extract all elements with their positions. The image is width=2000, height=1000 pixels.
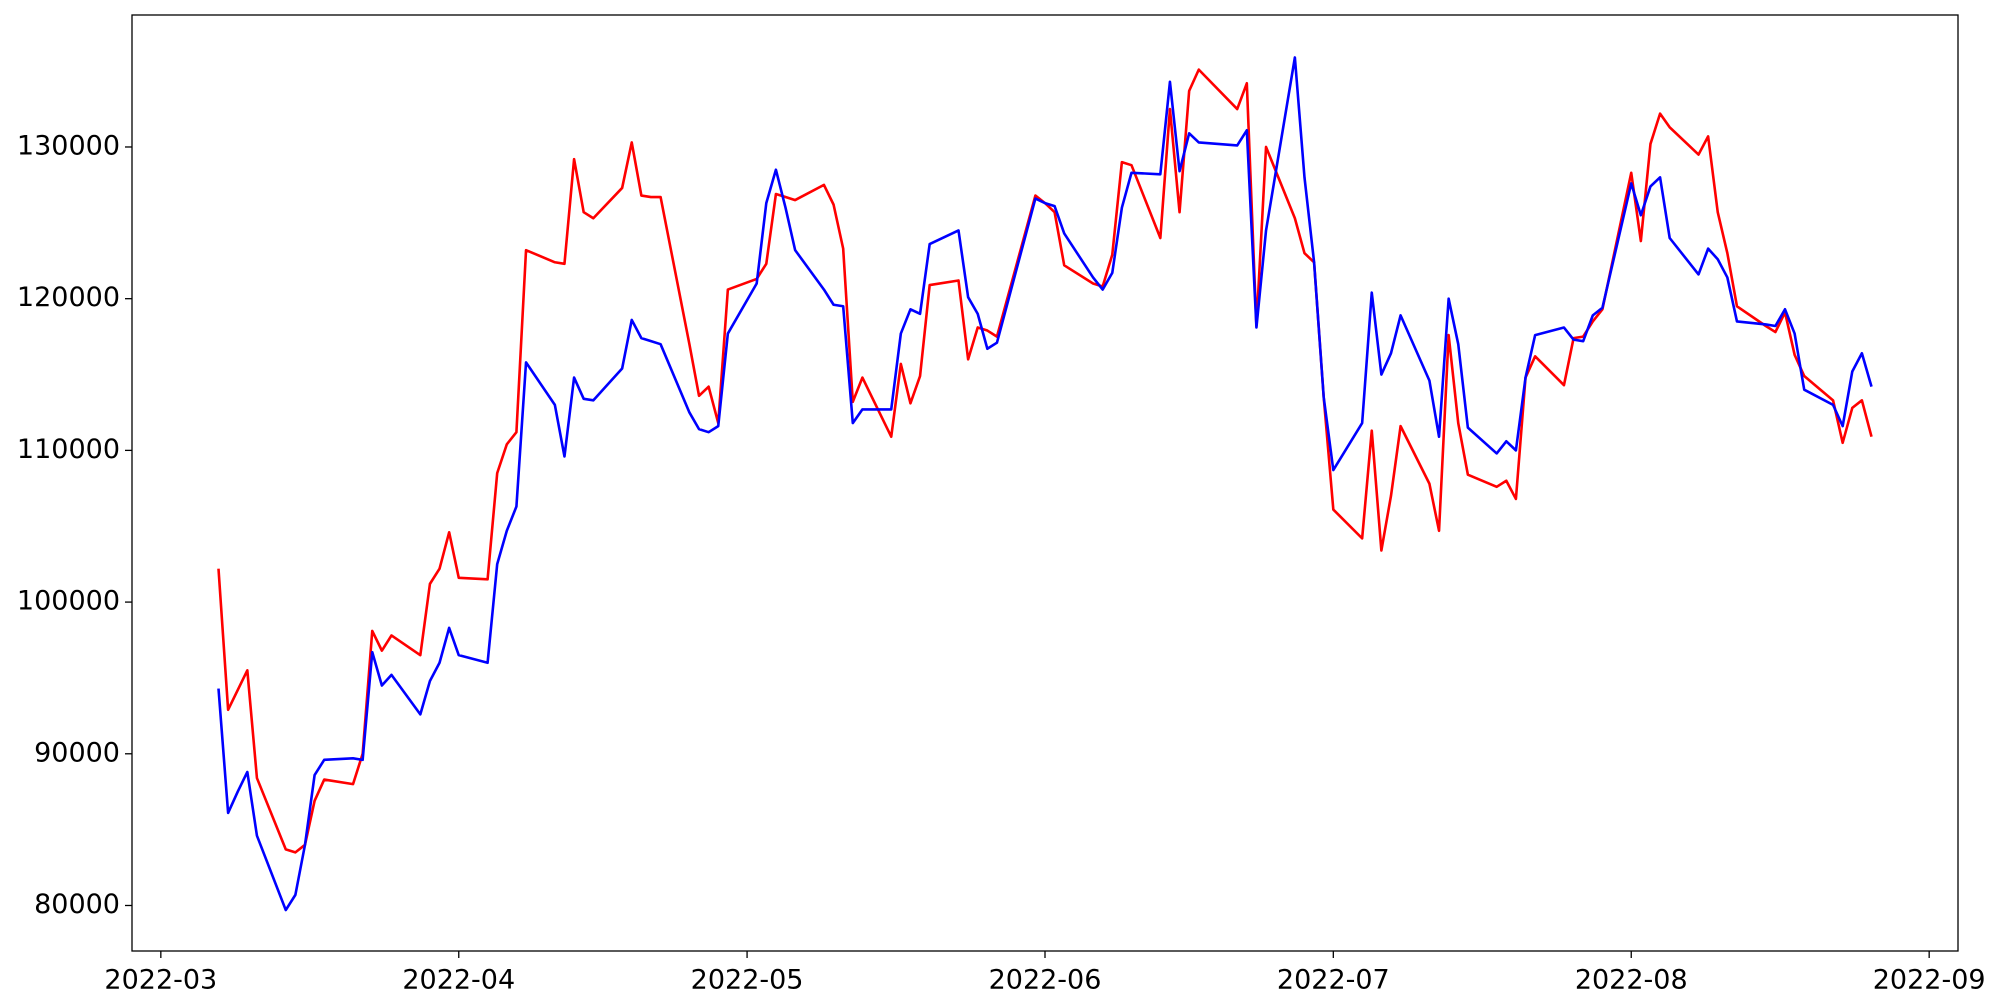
x-tick-label: 2022-06 [989, 965, 1102, 996]
y-tick-label: 100000 [17, 586, 120, 617]
series-line [217, 56, 1873, 912]
x-tick-label: 2022-09 [1873, 965, 1986, 996]
y-tick-label: 120000 [17, 282, 120, 313]
plot-frame [131, 14, 1959, 952]
x-tick-label: 2022-08 [1575, 965, 1688, 996]
x-tick-label: 2022-04 [402, 965, 515, 996]
y-tick-label: 80000 [34, 889, 120, 920]
x-tick-label: 2022-03 [104, 965, 217, 996]
series-line [217, 68, 1873, 854]
x-tick-label: 2022-05 [691, 965, 804, 996]
y-tick-label: 110000 [17, 434, 120, 465]
y-tick-label: 130000 [17, 130, 120, 161]
x-tick-label: 2022-07 [1277, 965, 1390, 996]
y-tick-label: 90000 [34, 737, 120, 768]
